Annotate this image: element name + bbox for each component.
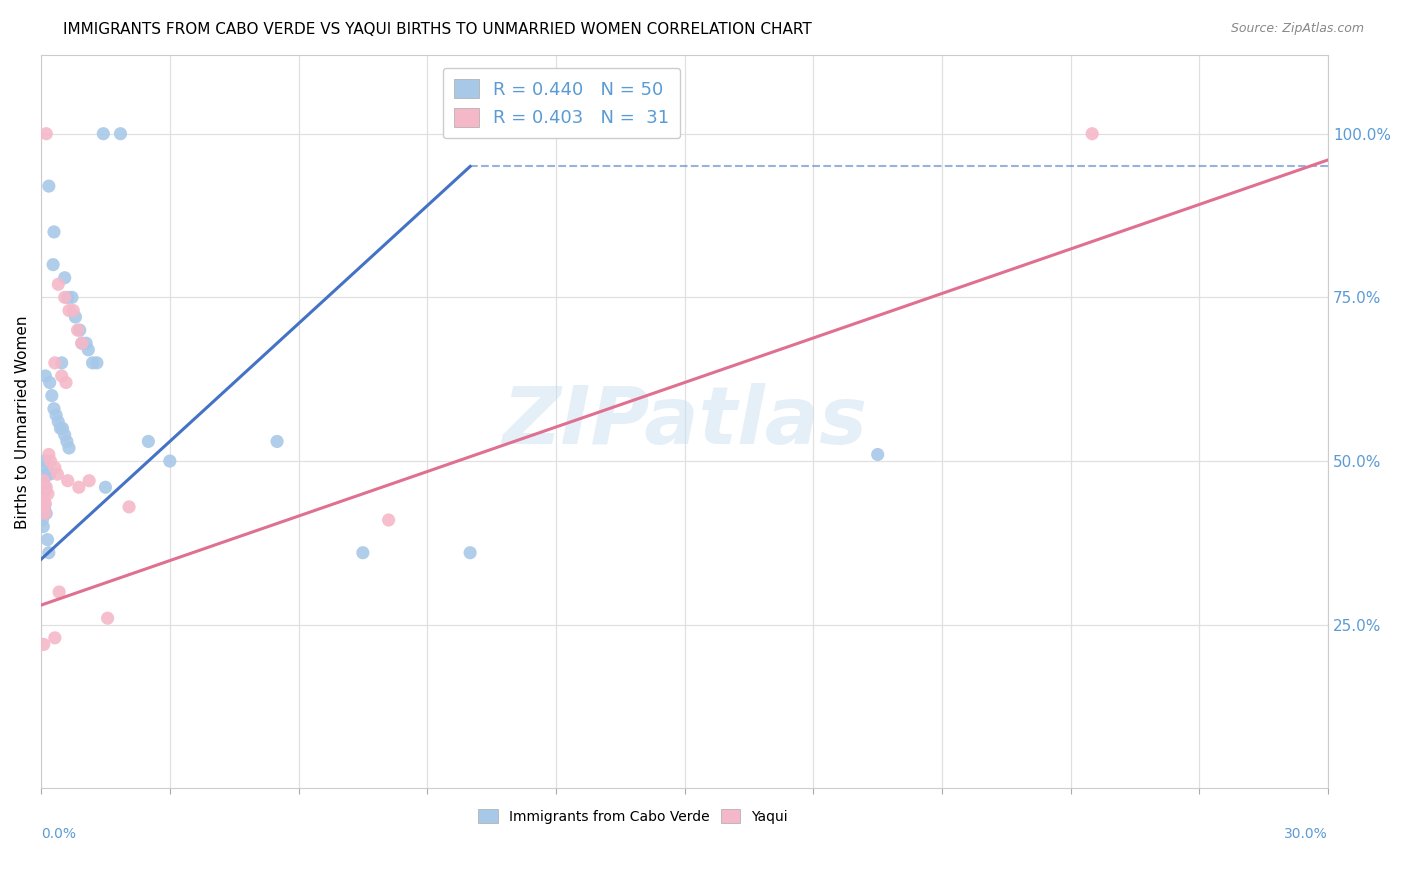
Point	[56, 434, 79, 449]
Point	[38, 546, 60, 560]
Point	[458, 546, 481, 560]
Point	[49, 421, 72, 435]
Point	[34, 500, 56, 514]
Text: Source: ZipAtlas.com: Source: ZipAtlas.com	[1230, 22, 1364, 36]
Text: 30.0%: 30.0%	[1285, 827, 1329, 841]
Text: 0.0%: 0.0%	[41, 827, 76, 841]
Point	[38, 376, 60, 390]
Point	[34, 483, 56, 498]
Point	[35, 460, 58, 475]
Point	[35, 127, 58, 141]
Point	[35, 507, 58, 521]
Point	[62, 303, 84, 318]
Point	[70, 336, 93, 351]
Point	[34, 368, 56, 383]
Point	[67, 480, 90, 494]
Point	[32, 474, 55, 488]
Point	[32, 493, 55, 508]
Point	[39, 454, 62, 468]
Point	[35, 480, 58, 494]
Point	[86, 356, 108, 370]
Point	[48, 585, 70, 599]
Point	[44, 460, 66, 475]
Point	[866, 448, 889, 462]
Point	[34, 454, 56, 468]
Point	[97, 611, 120, 625]
Point	[38, 179, 60, 194]
Text: IMMIGRANTS FROM CABO VERDE VS YAQUI BIRTHS TO UNMARRIED WOMEN CORRELATION CHART: IMMIGRANTS FROM CABO VERDE VS YAQUI BIRT…	[63, 22, 813, 37]
Point	[352, 546, 374, 560]
Point	[32, 637, 55, 651]
Point	[51, 421, 73, 435]
Point	[44, 631, 66, 645]
Point	[69, 323, 91, 337]
Point	[38, 448, 60, 462]
Point	[37, 487, 59, 501]
Point	[65, 310, 87, 324]
Point	[94, 480, 117, 494]
Point	[66, 323, 89, 337]
Point	[46, 277, 69, 292]
Point	[42, 258, 65, 272]
Point	[34, 507, 56, 521]
Point	[70, 336, 93, 351]
Point	[51, 356, 73, 370]
Point	[32, 519, 55, 533]
Point	[44, 356, 66, 370]
Point	[32, 493, 55, 508]
Point	[82, 356, 104, 370]
Point	[32, 474, 55, 488]
Point	[37, 533, 59, 547]
Point	[42, 225, 65, 239]
Point	[75, 336, 97, 351]
Point	[53, 270, 76, 285]
Point	[266, 434, 288, 449]
Point	[91, 127, 114, 141]
Point	[46, 467, 69, 482]
Point	[42, 401, 65, 416]
Point	[34, 497, 56, 511]
Point	[60, 290, 83, 304]
Point	[55, 376, 77, 390]
Point	[34, 480, 56, 494]
Point	[53, 428, 76, 442]
Point	[45, 409, 67, 423]
Point	[377, 513, 399, 527]
Point	[38, 467, 60, 482]
Point	[56, 474, 79, 488]
Point	[58, 303, 80, 318]
Point	[118, 500, 141, 514]
Point	[41, 388, 63, 402]
Point	[1081, 127, 1104, 141]
Point	[37, 467, 59, 482]
Point	[31, 513, 53, 527]
Point	[30, 507, 52, 521]
Point	[46, 415, 69, 429]
Point	[77, 343, 100, 357]
Point	[56, 290, 79, 304]
Point	[51, 368, 73, 383]
Point	[77, 474, 100, 488]
Point	[31, 487, 53, 501]
Point	[110, 127, 132, 141]
Y-axis label: Births to Unmarried Women: Births to Unmarried Women	[15, 315, 30, 529]
Point	[32, 500, 55, 514]
Text: ZIPatlas: ZIPatlas	[502, 383, 868, 461]
Point	[138, 434, 160, 449]
Point	[58, 441, 80, 455]
Point	[53, 290, 76, 304]
Point	[159, 454, 181, 468]
Legend: Immigrants from Cabo Verde, Yaqui: Immigrants from Cabo Verde, Yaqui	[472, 804, 793, 830]
